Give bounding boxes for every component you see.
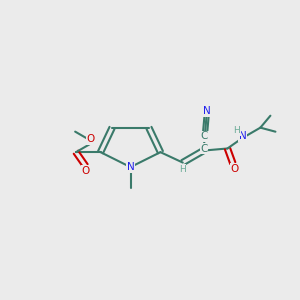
Text: H: H (179, 165, 185, 174)
Text: O: O (87, 134, 95, 144)
Text: O: O (81, 166, 89, 176)
Text: C: C (200, 144, 208, 154)
Text: O: O (230, 164, 238, 173)
Text: N: N (127, 162, 134, 172)
Text: H: H (233, 126, 240, 135)
Text: N: N (202, 106, 210, 116)
Text: N: N (239, 131, 247, 141)
Text: C: C (201, 131, 208, 141)
